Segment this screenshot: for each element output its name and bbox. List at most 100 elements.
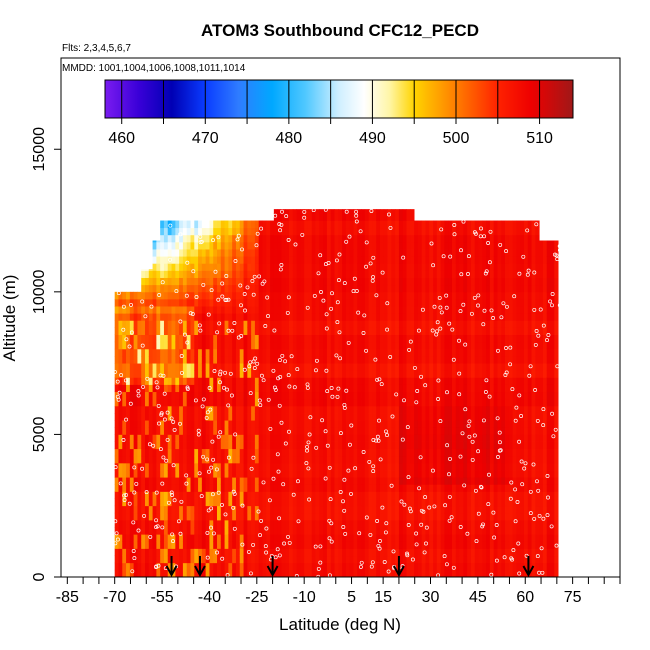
heat-cell	[145, 269, 150, 271]
heat-cell	[376, 391, 381, 400]
heat-cell	[361, 391, 366, 400]
heat-cell	[395, 562, 400, 571]
heat-cell	[266, 527, 271, 535]
heat-cell	[114, 527, 119, 535]
heat-cell	[372, 405, 377, 414]
heat-cell	[338, 405, 343, 414]
heat-cell	[334, 291, 339, 300]
heat-cell	[376, 405, 381, 414]
heat-cell	[417, 505, 423, 514]
heat-cell	[353, 427, 358, 435]
heat-cell	[353, 569, 358, 577]
heat-cell	[160, 434, 165, 442]
heat-cell	[433, 498, 438, 507]
heat-cell	[444, 291, 449, 300]
heat-cell	[311, 434, 316, 442]
heat-cell	[429, 370, 434, 378]
heat-cell	[395, 313, 400, 321]
heat-cell	[251, 270, 256, 278]
heat-cell	[421, 555, 426, 564]
heat-cell	[421, 256, 426, 264]
heat-cell	[429, 348, 434, 357]
heat-cell	[304, 477, 309, 485]
heat-cell	[478, 348, 483, 357]
heat-cell	[478, 291, 483, 300]
heat-cell	[198, 512, 203, 521]
heat-cell	[296, 241, 301, 250]
heat-cell	[451, 284, 457, 293]
heat-cell	[258, 377, 263, 385]
heat-cell	[444, 327, 449, 336]
heat-cell	[148, 377, 153, 385]
heat-cell	[243, 512, 248, 521]
heat-cell	[376, 348, 381, 357]
heat-cell	[254, 505, 260, 514]
heat-cell	[228, 334, 233, 343]
heat-cell	[319, 548, 324, 557]
heat-cell	[357, 263, 362, 271]
heat-cell	[175, 256, 180, 264]
heat-cell	[334, 555, 339, 564]
heat-cell	[338, 413, 343, 421]
heat-cell	[391, 441, 396, 450]
heat-cell	[463, 441, 468, 450]
heat-cell	[345, 405, 351, 414]
heat-cell	[137, 498, 142, 507]
heat-cell	[281, 341, 286, 350]
heat-cell	[440, 298, 445, 307]
heat-cell	[182, 277, 188, 286]
heat-cell	[118, 555, 123, 564]
heat-cell	[205, 263, 210, 271]
heat-cell	[175, 370, 180, 378]
heat-cell	[217, 334, 222, 343]
heat-cell	[395, 209, 400, 214]
heat-cell	[171, 484, 176, 492]
heat-cell	[489, 405, 495, 414]
heat-cell	[194, 498, 199, 507]
heat-cell	[243, 384, 248, 393]
heat-cell	[402, 384, 407, 393]
heat-cell	[126, 306, 131, 314]
heat-cell	[304, 434, 309, 442]
heat-cell	[364, 209, 370, 214]
heat-cell	[478, 527, 483, 535]
heat-cell	[228, 241, 233, 250]
heat-cell	[254, 263, 260, 271]
heat-cell	[156, 413, 161, 421]
heat-cell	[118, 334, 123, 343]
heat-cell	[179, 434, 184, 442]
heat-cell	[205, 477, 210, 485]
heat-cell	[455, 327, 460, 336]
heat-cell	[398, 541, 404, 549]
heat-cell	[391, 306, 396, 314]
heat-cell	[357, 569, 362, 577]
heat-cell	[455, 519, 460, 528]
heat-cell	[133, 569, 138, 577]
heat-cell	[251, 534, 256, 542]
heat-cell	[247, 519, 252, 528]
heat-cell	[311, 284, 316, 293]
heat-cell	[334, 512, 339, 521]
heat-cell	[285, 498, 290, 507]
heat-cell	[307, 270, 313, 278]
heat-cell	[425, 241, 430, 250]
heat-cell	[228, 284, 233, 293]
heat-cell	[391, 455, 396, 464]
heat-cell	[493, 491, 498, 499]
heat-cell	[451, 320, 457, 328]
heat-cell	[342, 527, 347, 535]
heat-cell	[398, 391, 404, 400]
heat-cell	[364, 320, 370, 328]
heat-cell	[315, 441, 320, 450]
heat-cell	[482, 377, 487, 385]
heat-cell	[186, 512, 191, 521]
heat-cell	[232, 448, 237, 457]
heat-cell	[436, 534, 442, 542]
heat-cell	[482, 548, 487, 557]
heat-cell	[315, 334, 320, 343]
heat-cell	[470, 491, 476, 499]
heat-cell	[482, 391, 487, 400]
heat-cell	[247, 455, 252, 464]
heat-cell	[489, 541, 495, 549]
heat-cell	[474, 455, 479, 464]
